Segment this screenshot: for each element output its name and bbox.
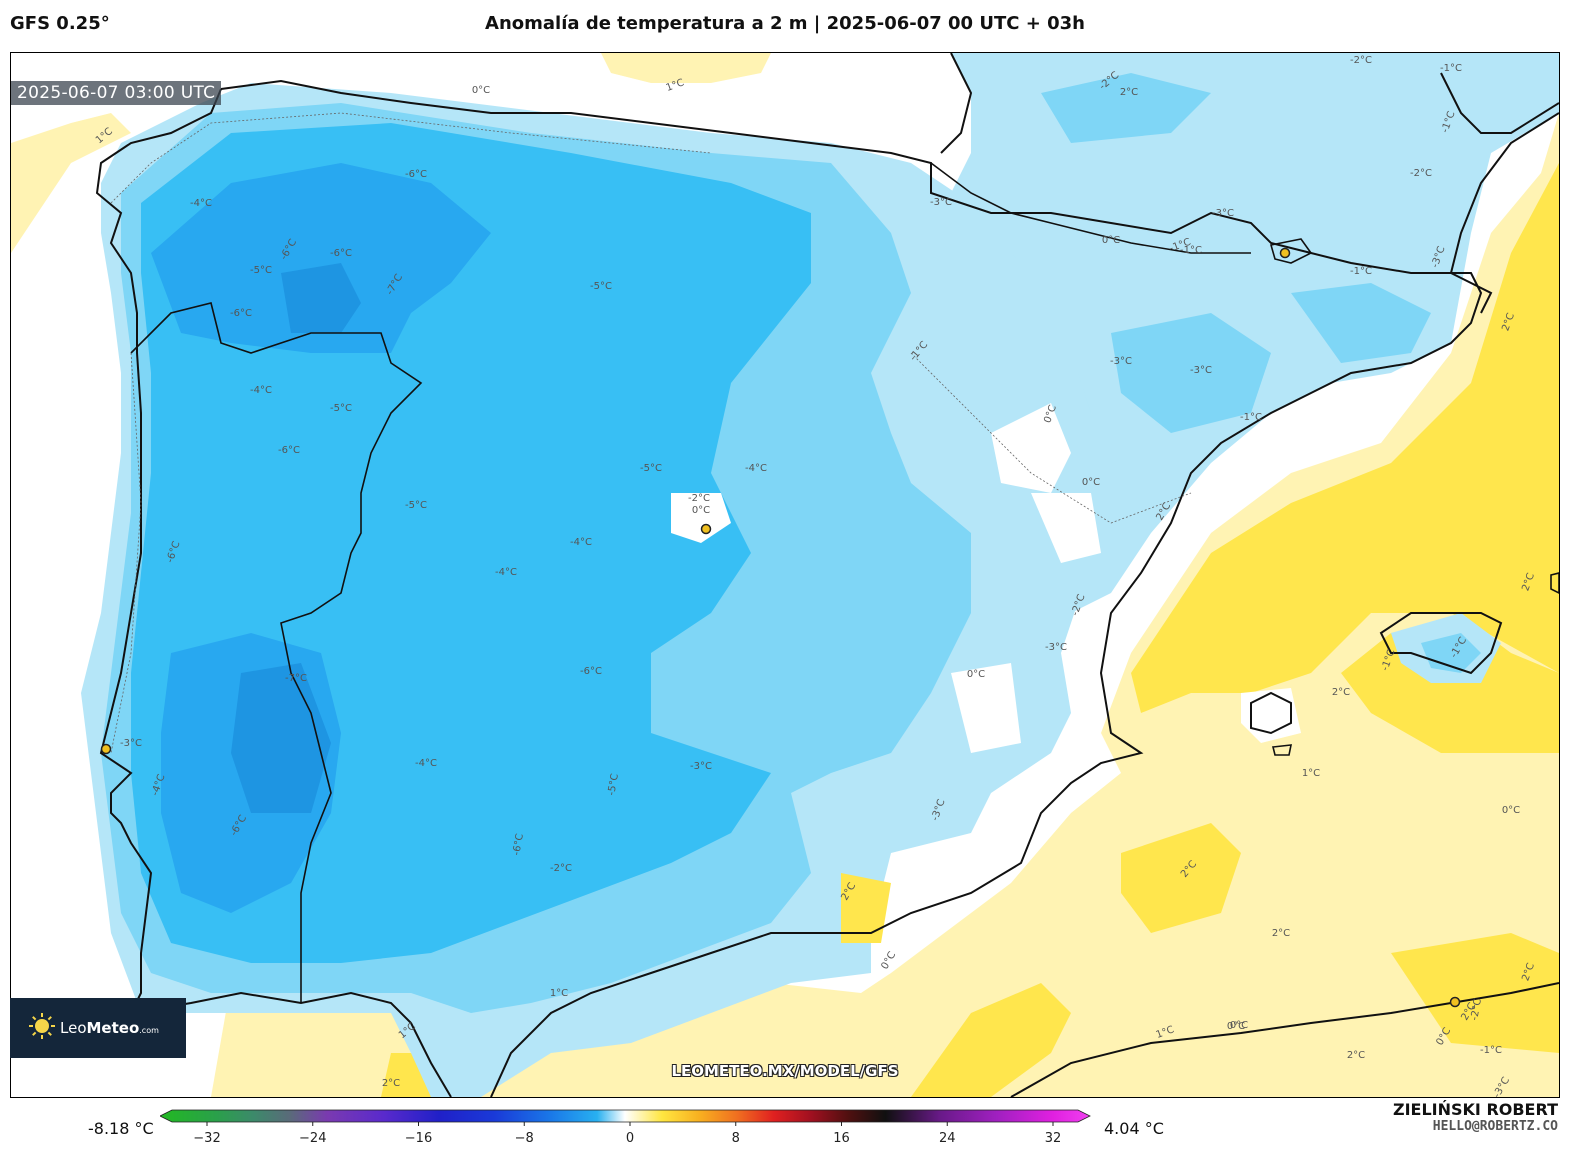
colorbar-tick-label: 32 [1045, 1131, 1062, 1146]
contour-label: 1°C [1302, 768, 1320, 779]
contour-label: -3°C [930, 197, 952, 208]
contour-label: 0°C [472, 85, 490, 96]
contour-label: -1°C [1180, 245, 1202, 256]
author-email[interactable]: HELLO@ROBERTZ.CO [1432, 1119, 1558, 1134]
contour-label: -1°C [1480, 1045, 1502, 1056]
contour-label: -5°C [405, 500, 427, 511]
contour-label: 2°C [1272, 928, 1290, 939]
contour-label: -5°C [250, 265, 272, 276]
contour-label: -6°C [230, 308, 252, 319]
contour-label: -5°C [590, 281, 612, 292]
contour-label: 2°C [382, 1078, 400, 1089]
coastline-west [95, 88, 452, 1097]
coastline-iberia [220, 79, 1483, 1097]
contour-label: -2°C [1469, 998, 1484, 1022]
contour-label: -1°C [1350, 266, 1372, 277]
colorbar-tick-label: −24 [299, 1131, 326, 1146]
contour-label: -4°C [415, 758, 437, 769]
coast-africa [1010, 982, 1559, 1097]
colorbar-tick-label: 16 [833, 1131, 850, 1146]
contour-label: -1°C [1240, 412, 1262, 423]
contour-label: -4°C [745, 463, 767, 474]
contour-label: -7°C [285, 673, 307, 684]
contour-label: -4°C [570, 537, 592, 548]
border-france-spain [930, 162, 1251, 254]
author-name: ZIELIŃSKI ROBERT [1392, 1100, 1558, 1119]
contour-label: -4°C [190, 198, 212, 209]
colorbar-max-label: 4.04 °C [1104, 1119, 1164, 1138]
colorbar-tick-label: −8 [515, 1131, 534, 1146]
colorbar-tick-label: 24 [939, 1131, 956, 1146]
colorbar-tick-label: −16 [405, 1131, 432, 1146]
warm-zone-east-strong [1131, 143, 1559, 753]
leometeo-logo[interactable]: LeoMeteo.com [10, 998, 186, 1058]
logo-text: LeoMeteo.com [60, 1019, 159, 1037]
contour-label: 1°C [550, 988, 568, 999]
contour-label: -3°C [1110, 356, 1132, 367]
contour-label: 2°C [1347, 1050, 1365, 1061]
chart-title: Anomalía de temperatura a 2 m | 2025-06-… [485, 13, 1085, 34]
contour-label: -4°C [250, 385, 272, 396]
city-madrid [700, 523, 712, 535]
contour-label: -6°C [405, 169, 427, 180]
contour-label: -6°C [580, 666, 602, 677]
contour-label: -3°C [1190, 365, 1212, 376]
contour-label: 0°C [1502, 805, 1520, 816]
city-algiers [1449, 996, 1461, 1008]
island-ibiza [1250, 691, 1292, 735]
contour-label: -5°C [606, 773, 621, 797]
contour-label: -6°C [278, 445, 300, 456]
contour-label: 0°C [967, 669, 985, 680]
contour-label: -2°C [550, 863, 572, 874]
author-credit: ZIELIŃSKI ROBERT HELLO@ROBERTZ.CO [1393, 1100, 1558, 1134]
contour-label: -4°C [495, 567, 517, 578]
contour-label: -2°C [1350, 55, 1372, 66]
model-name: GFS 0.25° [10, 13, 110, 34]
coast-france [940, 53, 1559, 154]
anomaly-map[interactable]: 0°C 1°C 1°C -1°C -2°C 2°C -2°C -1°C -4°C -6°C -3°C… [10, 52, 1560, 1098]
timestamp-badge: 2025-06-07 03:00 UTC [11, 81, 222, 105]
contour-label: -6°C [511, 833, 526, 857]
colorbar-tick-label: 8 [732, 1131, 740, 1146]
contour-label: 2°C [1120, 87, 1138, 98]
contour-label: -3°C [120, 738, 142, 749]
contour-label: -2°C [688, 493, 710, 504]
contour-label: -5°C [640, 463, 662, 474]
colorbar-ticks: −32 −24 −16 −8 0 8 16 24 32 [193, 1122, 1061, 1146]
contour-label: -3°C [1212, 208, 1234, 219]
contour-label: -3°C [690, 761, 712, 772]
sun-icon [28, 1012, 56, 1044]
colorbar: −32 −24 −16 −8 0 8 16 24 32 [160, 1109, 1091, 1146]
city-lisbon [100, 743, 112, 755]
city-andorra [1279, 247, 1291, 259]
colorbar-min-label: -8.18 °C [88, 1119, 154, 1138]
contour-label: -1°C [1440, 63, 1462, 74]
contour-label: 0°C [1230, 1020, 1248, 1031]
map-canvas: 0°C 1°C 1°C -1°C -2°C 2°C -2°C -1°C -4°C -6°C -3°C… [11, 53, 1559, 1097]
contour-label: 0°C [1227, 1021, 1245, 1032]
contour-label: 0°C [1082, 477, 1100, 488]
contour-label: 0°C [1102, 235, 1120, 246]
contour-label: -5°C [330, 403, 352, 414]
contour-label: -2°C [1410, 168, 1432, 179]
site-watermark: LEOMETEO.MX/MODEL/GFS [671, 1062, 899, 1080]
contour-label: 2°C [1332, 687, 1350, 698]
border-portugal-spain [130, 302, 423, 1003]
warm-zone-northwest [11, 113, 131, 253]
island-mallorca [1379, 612, 1503, 675]
colorbar-tick-label: 0 [626, 1131, 634, 1146]
contour-label: -3°C [1045, 642, 1067, 653]
colorbar-tick-label: −32 [193, 1131, 220, 1146]
warm-zone-east [481, 113, 1559, 1097]
contour-label: -6°C [330, 248, 352, 259]
contour-label: 0°C [692, 505, 710, 516]
coast-italy [1449, 112, 1559, 314]
